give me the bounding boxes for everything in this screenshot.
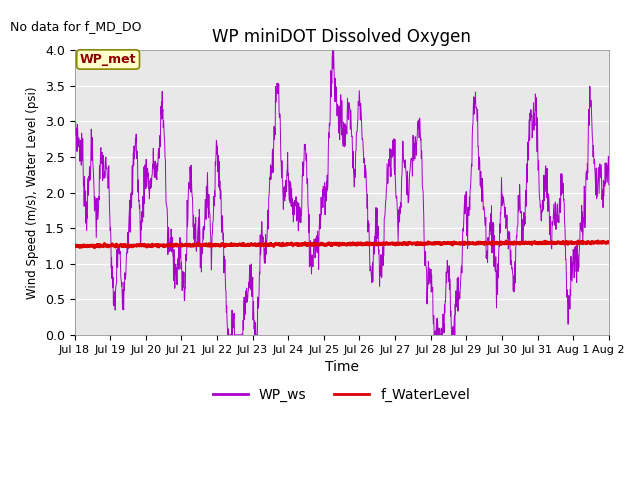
Y-axis label: Wind Speed (m/s), Water Level (psi): Wind Speed (m/s), Water Level (psi) bbox=[26, 86, 39, 299]
Text: WP_met: WP_met bbox=[80, 53, 136, 66]
Text: No data for f_MD_DO: No data for f_MD_DO bbox=[10, 20, 142, 33]
Legend: WP_ws, f_WaterLevel: WP_ws, f_WaterLevel bbox=[207, 383, 476, 408]
X-axis label: Time: Time bbox=[324, 360, 358, 374]
Title: WP miniDOT Dissolved Oxygen: WP miniDOT Dissolved Oxygen bbox=[212, 28, 471, 46]
